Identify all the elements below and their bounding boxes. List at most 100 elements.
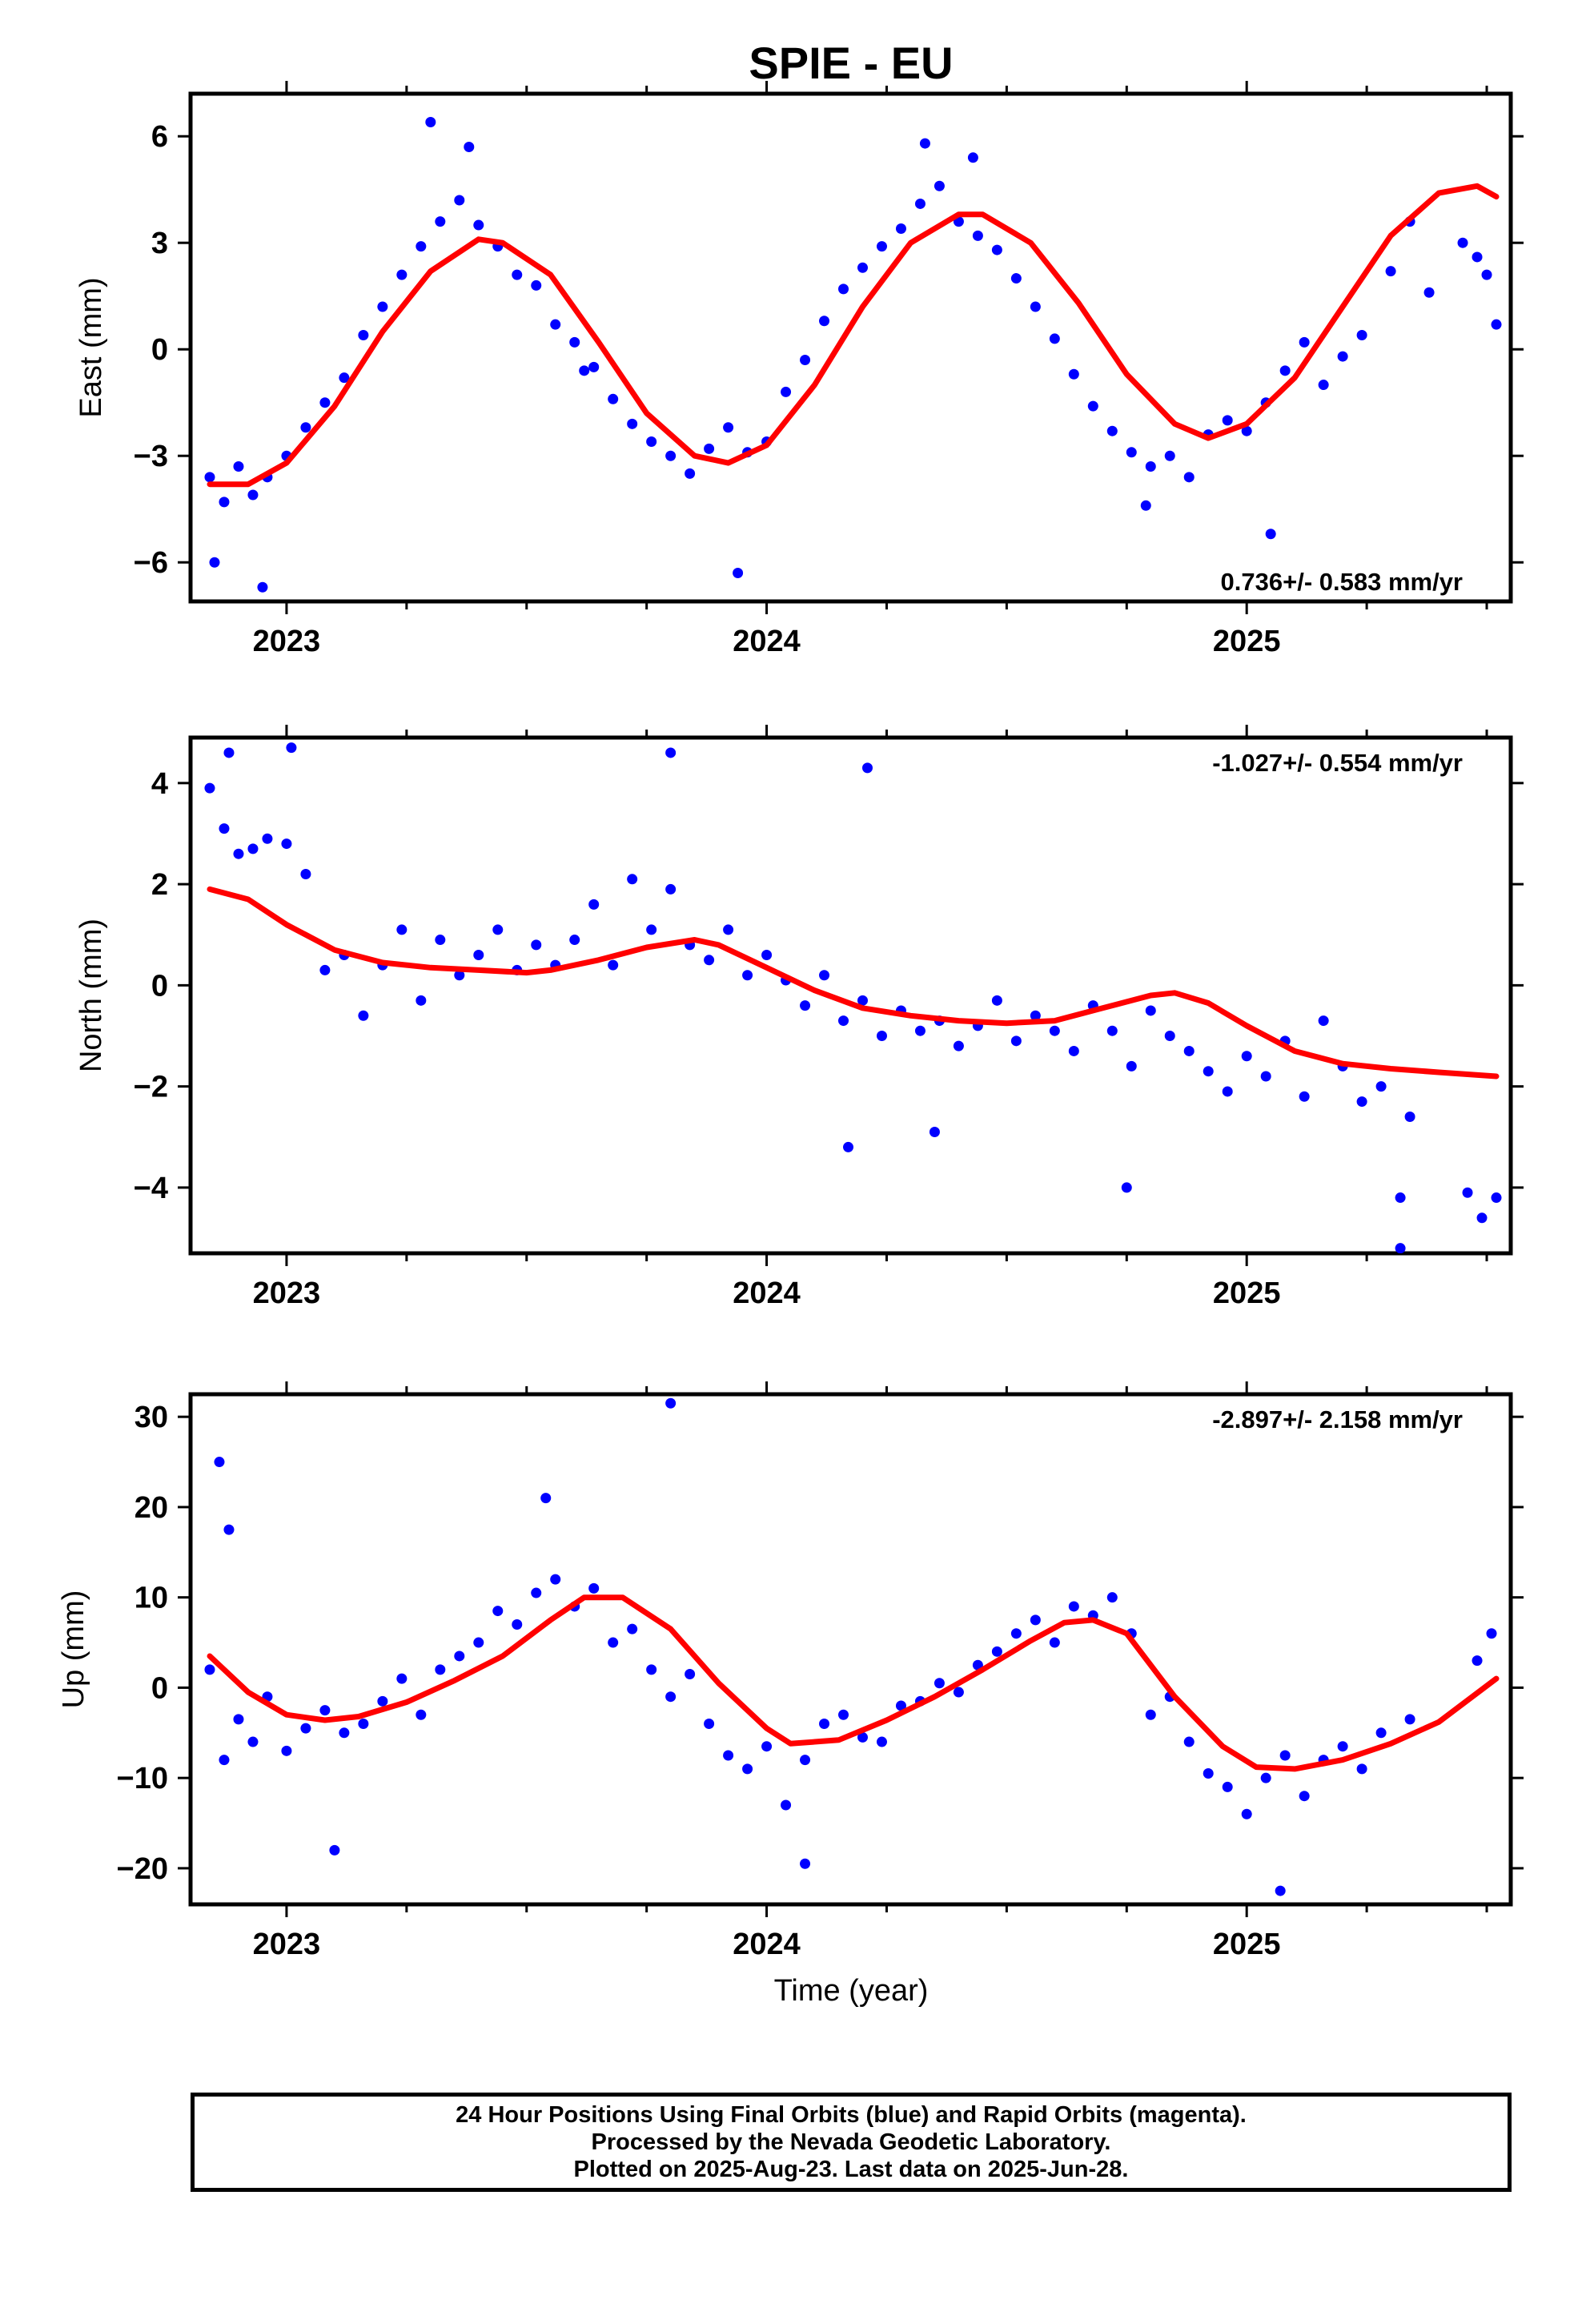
data-point [1183, 1045, 1195, 1056]
data-point [339, 372, 350, 384]
data-point [1299, 1091, 1310, 1102]
data-point [1395, 1243, 1406, 1253]
data-point [300, 868, 311, 879]
data-point [685, 1669, 696, 1680]
data-point [876, 241, 887, 252]
data-point [953, 1040, 964, 1051]
data-point [377, 1695, 388, 1707]
data-point [281, 838, 292, 850]
data-point [1404, 1112, 1415, 1123]
data-point [665, 1691, 677, 1703]
data-point [819, 1719, 830, 1730]
data-point [319, 964, 331, 975]
data-point [934, 1678, 945, 1689]
data-point [464, 142, 475, 153]
data-point [819, 316, 830, 327]
plot-area [204, 742, 1502, 1253]
data-point [1241, 1051, 1252, 1062]
data-point [1164, 1031, 1175, 1042]
y-axis-label: North (mm) [74, 919, 108, 1072]
data-point [531, 279, 542, 291]
data-point [1356, 1763, 1367, 1775]
data-point [1337, 351, 1348, 362]
data-point [1318, 1015, 1329, 1027]
data-point [1140, 500, 1151, 511]
data-point [861, 762, 873, 774]
data-point [512, 1618, 523, 1630]
data-point [492, 1606, 504, 1617]
data-point [1222, 1781, 1233, 1792]
data-point [800, 1858, 811, 1869]
x-tick-label: 2024 [733, 1277, 801, 1310]
data-point [531, 939, 542, 951]
data-point [1222, 415, 1233, 426]
data-point [1275, 1885, 1286, 1896]
data-point [1491, 1192, 1502, 1204]
data-point [1318, 380, 1329, 391]
x-axis-label: Time (year) [774, 1974, 929, 2008]
data-point [223, 747, 235, 758]
data-point [588, 899, 600, 910]
data-point [857, 995, 868, 1006]
data-point [1491, 319, 1502, 330]
rate-label: -2.897+/- 2.158 mm/yr [1212, 1405, 1463, 1433]
data-point [473, 1637, 484, 1648]
data-point [219, 1755, 230, 1766]
y-tick-label: 3 [151, 227, 168, 260]
data-point [1010, 1628, 1022, 1639]
data-point [377, 301, 388, 312]
data-point [857, 1731, 868, 1743]
data-point [781, 386, 792, 397]
data-point [588, 1582, 600, 1594]
data-point [1260, 1772, 1271, 1783]
plot-frame [188, 1392, 1513, 1907]
data-point [1299, 1791, 1310, 1802]
data-point [876, 1031, 887, 1042]
panel-east: 2023 2024 2025 −6 −3 0 3 6 East (mm) 0.736+/- 0.5… [74, 81, 1524, 658]
data-point [919, 138, 930, 149]
fit-curve [207, 183, 1500, 488]
data-point [579, 365, 590, 376]
data-point [286, 742, 297, 754]
data-point [1106, 1025, 1118, 1036]
data-point [1203, 1768, 1214, 1779]
data-point [569, 935, 580, 946]
data-point [646, 924, 657, 935]
data-point [723, 924, 734, 935]
data-point [972, 230, 983, 241]
data-point [219, 497, 230, 508]
data-point [1010, 273, 1022, 284]
x-tick-label: 2024 [733, 625, 801, 658]
data-point [843, 1141, 854, 1152]
data-point [358, 1719, 369, 1730]
rate-label: 0.736+/- 0.583 mm/yr [1221, 568, 1463, 596]
x-tick-label: 2025 [1213, 625, 1281, 658]
data-point [991, 1646, 1002, 1657]
data-point [857, 262, 868, 273]
data-point [1279, 1750, 1291, 1761]
data-point [742, 1763, 753, 1775]
data-point [550, 319, 561, 330]
data-point [1106, 1592, 1118, 1603]
data-point [247, 489, 259, 501]
y-tick-label: 10 [135, 1582, 168, 1615]
data-point [1145, 1709, 1156, 1720]
data-point [435, 216, 446, 227]
data-point [262, 833, 273, 844]
data-point [733, 568, 744, 579]
footer-line-1: 24 Hour Positions Using Final Orbits (bl… [456, 2102, 1247, 2128]
data-point [723, 422, 734, 433]
data-point [1145, 1005, 1156, 1016]
data-point [492, 924, 504, 935]
data-point [608, 393, 619, 404]
data-point [819, 970, 830, 981]
data-point [1265, 529, 1276, 540]
data-point [1087, 400, 1098, 412]
footer-caption-box: 24 Hour Positions Using Final Orbits (bl… [191, 2093, 1512, 2192]
plot-frame [188, 735, 1513, 1256]
data-point [1299, 336, 1310, 348]
y-tick-label: 4 [151, 767, 168, 801]
data-point [665, 450, 677, 461]
data-point [1356, 1096, 1367, 1108]
